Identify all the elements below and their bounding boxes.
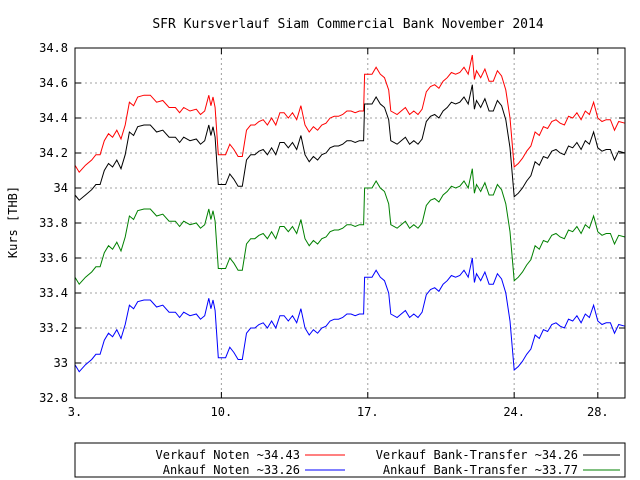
legend-box bbox=[74, 442, 626, 478]
x-tick-label: 10. bbox=[211, 405, 233, 419]
series-line bbox=[74, 54, 626, 174]
series-line bbox=[74, 168, 626, 286]
x-tick-label: 3. bbox=[68, 405, 82, 419]
y-tick-label: 33.8 bbox=[39, 216, 68, 230]
legend-label: Ankauf Noten ~33.26 bbox=[163, 463, 300, 477]
y-tick-label: 33 bbox=[54, 356, 68, 370]
y-tick-label: 34 bbox=[54, 181, 68, 195]
plot-frame bbox=[74, 47, 626, 399]
y-tick-label: 33.6 bbox=[39, 251, 68, 265]
y-tick-label: 32.8 bbox=[39, 391, 68, 405]
x-tick-label: 24. bbox=[503, 405, 525, 419]
y-axis-label: Kurs [THB] bbox=[6, 186, 20, 258]
x-tick-label: 28. bbox=[587, 405, 609, 419]
series-line bbox=[74, 257, 626, 373]
y-tick-label: 34.2 bbox=[39, 146, 68, 160]
legend-label: Verkauf Bank-Transfer ~34.26 bbox=[376, 448, 578, 462]
y-tick-label: 33.2 bbox=[39, 321, 68, 335]
y-tick-label: 34.4 bbox=[39, 111, 68, 125]
y-tick-label: 34.6 bbox=[39, 76, 68, 90]
series-layer bbox=[74, 54, 626, 373]
x-tick-label: 17. bbox=[357, 405, 379, 419]
axis-ticks: 32.8 33 33.2 33.4 33.6 33.8 34 34.2 34.4 34.6 34.8… bbox=[39, 41, 625, 419]
chart-title: SFR Kursverlauf Siam Commercial Bank Nov… bbox=[152, 17, 544, 32]
legend-label: Verkauf Noten ~34.43 bbox=[156, 448, 301, 462]
series-line bbox=[74, 84, 626, 201]
grid bbox=[74, 47, 625, 399]
y-tick-label: 33.4 bbox=[39, 286, 68, 300]
legend: Verkauf Noten ~34.43 Verkauf Bank-Transfe… bbox=[74, 442, 626, 478]
legend-label: Ankauf Bank-Transfer ~33.77 bbox=[383, 463, 578, 477]
y-tick-label: 34.8 bbox=[39, 41, 68, 55]
